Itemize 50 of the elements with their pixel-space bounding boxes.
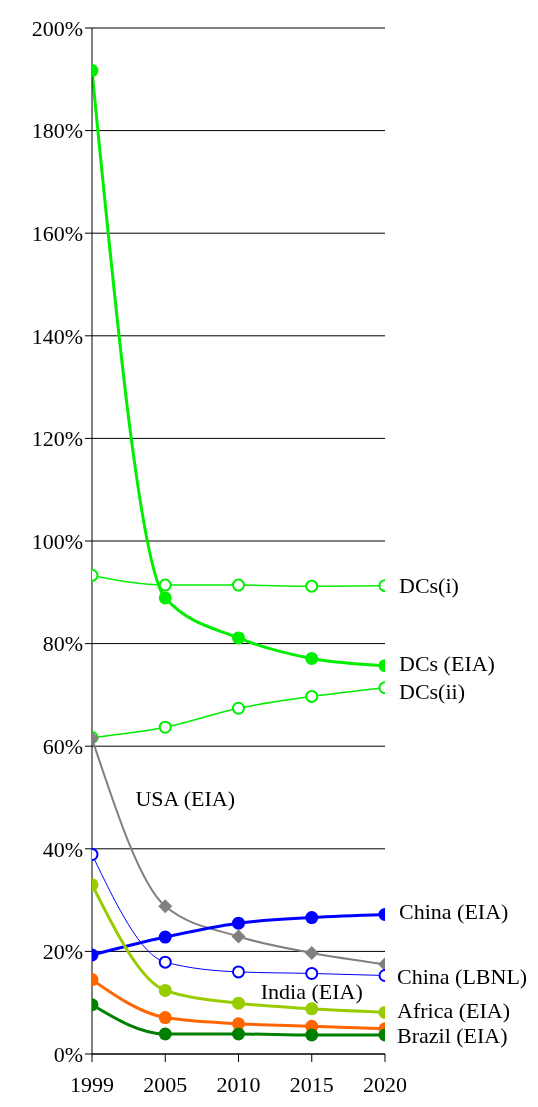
- point: [158, 955, 172, 969]
- point: [158, 899, 173, 914]
- point: [232, 965, 245, 979]
- point: [305, 911, 319, 925]
- series-label: Africa (EIA): [397, 998, 510, 1024]
- point: [158, 1011, 172, 1025]
- point: [305, 579, 319, 593]
- y-tick-label: 120%: [31, 426, 83, 452]
- series-label: India (EIA): [260, 979, 363, 1005]
- y-tick-label: 100%: [31, 528, 83, 554]
- y-tick-label: 180%: [31, 118, 83, 144]
- point: [305, 1028, 319, 1042]
- series-label: DCs(i): [399, 573, 459, 599]
- point: [158, 591, 172, 605]
- series-label: USA (EIA): [135, 785, 236, 811]
- point: [232, 578, 245, 592]
- point: [232, 1027, 245, 1041]
- series-label: DCs(ii): [399, 679, 465, 705]
- y-tick-label: 0%: [53, 1041, 83, 1067]
- point: [305, 1002, 319, 1016]
- point: [158, 578, 172, 592]
- point: [305, 689, 319, 703]
- point: [232, 916, 245, 930]
- y-tick-label: 200%: [31, 15, 83, 41]
- point: [158, 1027, 172, 1041]
- y-tick-label: 80%: [42, 631, 83, 657]
- point: [158, 983, 172, 997]
- series-label: Brazil (EIA): [397, 1022, 508, 1048]
- point: [231, 929, 246, 944]
- point: [158, 720, 172, 734]
- series-label: DCs (EIA): [399, 651, 495, 677]
- x-tick-label: 2010: [216, 1071, 261, 1097]
- point: [304, 945, 319, 960]
- x-tick-label: 2015: [289, 1071, 334, 1097]
- point: [305, 966, 319, 980]
- series-label: China (EIA): [399, 898, 509, 924]
- x-tick-label: 1999: [70, 1071, 114, 1097]
- y-tick-label: 20%: [42, 939, 83, 965]
- y-tick-label: 60%: [42, 734, 83, 760]
- series-label: China (LBNL): [397, 964, 528, 990]
- point: [305, 651, 319, 665]
- x-tick-label: 2020: [363, 1071, 407, 1097]
- y-tick-label: 160%: [31, 221, 83, 247]
- point: [232, 631, 245, 645]
- y-tick-label: 40%: [42, 836, 83, 862]
- point: [232, 996, 245, 1010]
- point: [158, 930, 172, 944]
- y-tick-label: 140%: [31, 323, 83, 349]
- point: [232, 701, 245, 715]
- x-tick-label: 2005: [143, 1071, 188, 1097]
